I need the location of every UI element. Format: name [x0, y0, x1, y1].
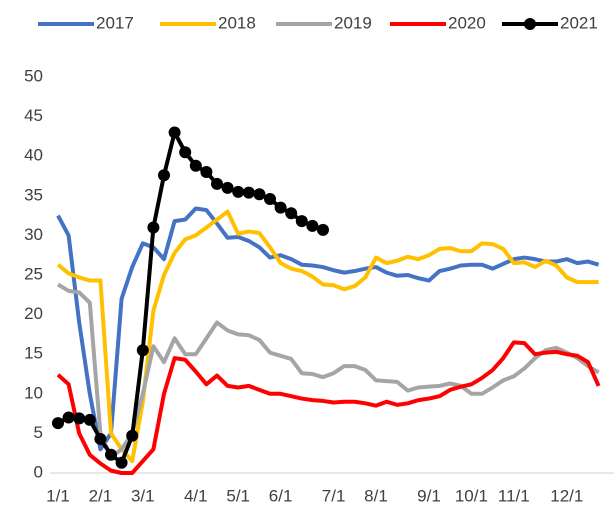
x-tick-label: 8/1 [364, 486, 388, 505]
legend-marker [524, 18, 536, 30]
y-tick-label: 25 [24, 264, 43, 283]
y-tick-label: 20 [24, 304, 43, 323]
data-point [158, 169, 170, 182]
data-point [62, 411, 75, 424]
series-line [56, 206, 600, 452]
x-tick-label: 11/1 [498, 486, 530, 505]
x-tick-label: 12/1 [550, 486, 583, 505]
legend-label: 2017 [96, 13, 134, 32]
data-point [221, 181, 234, 194]
y-tick-label: 50 [24, 66, 43, 85]
series-line [56, 209, 599, 464]
data-point [253, 188, 266, 201]
data-point [285, 207, 298, 220]
y-tick-label: 5 [34, 423, 43, 442]
data-point [136, 344, 149, 357]
data-point [274, 201, 287, 214]
data-point [126, 429, 139, 442]
data-point [73, 412, 86, 425]
data-point [211, 177, 223, 190]
legend-label: 2020 [448, 13, 486, 32]
data-point [94, 432, 107, 445]
data-point [232, 185, 245, 198]
data-point [168, 126, 181, 139]
x-tick-label: 5/1 [226, 486, 250, 505]
data-point [242, 186, 255, 199]
x-tick-label: 10/1 [455, 486, 488, 505]
legend-label: 2019 [334, 13, 372, 32]
legend-label: 2021 [560, 13, 598, 32]
series-line [56, 282, 600, 460]
data-point [317, 223, 329, 236]
x-tick-label: 2/1 [89, 486, 113, 505]
y-tick-label: 30 [24, 225, 43, 244]
data-point [105, 448, 117, 461]
x-tick-label: 1/1 [46, 486, 70, 505]
y-tick-label: 0 [34, 462, 43, 481]
x-tick-label: 4/1 [184, 486, 208, 505]
x-tick-label: 7/1 [322, 486, 346, 505]
data-point [264, 192, 276, 205]
series-line [56, 340, 601, 475]
data-point [147, 221, 160, 234]
y-tick-label: 35 [24, 185, 43, 204]
y-tick-label: 45 [24, 106, 43, 125]
data-point [306, 219, 319, 232]
data-point [115, 456, 128, 469]
x-tick-label: 3/1 [131, 486, 155, 505]
data-point [52, 417, 64, 430]
data-point [83, 413, 96, 426]
x-tick-label: 6/1 [269, 486, 293, 505]
y-tick-label: 40 [24, 146, 43, 165]
data-point [189, 159, 202, 172]
legend-label: 2018 [218, 13, 256, 32]
y-tick-label: 15 [24, 344, 43, 363]
data-point [179, 146, 192, 159]
y-tick-label: 10 [24, 383, 43, 402]
x-tick-label: 9/1 [417, 486, 441, 505]
data-point [200, 166, 213, 179]
data-point [295, 215, 308, 228]
